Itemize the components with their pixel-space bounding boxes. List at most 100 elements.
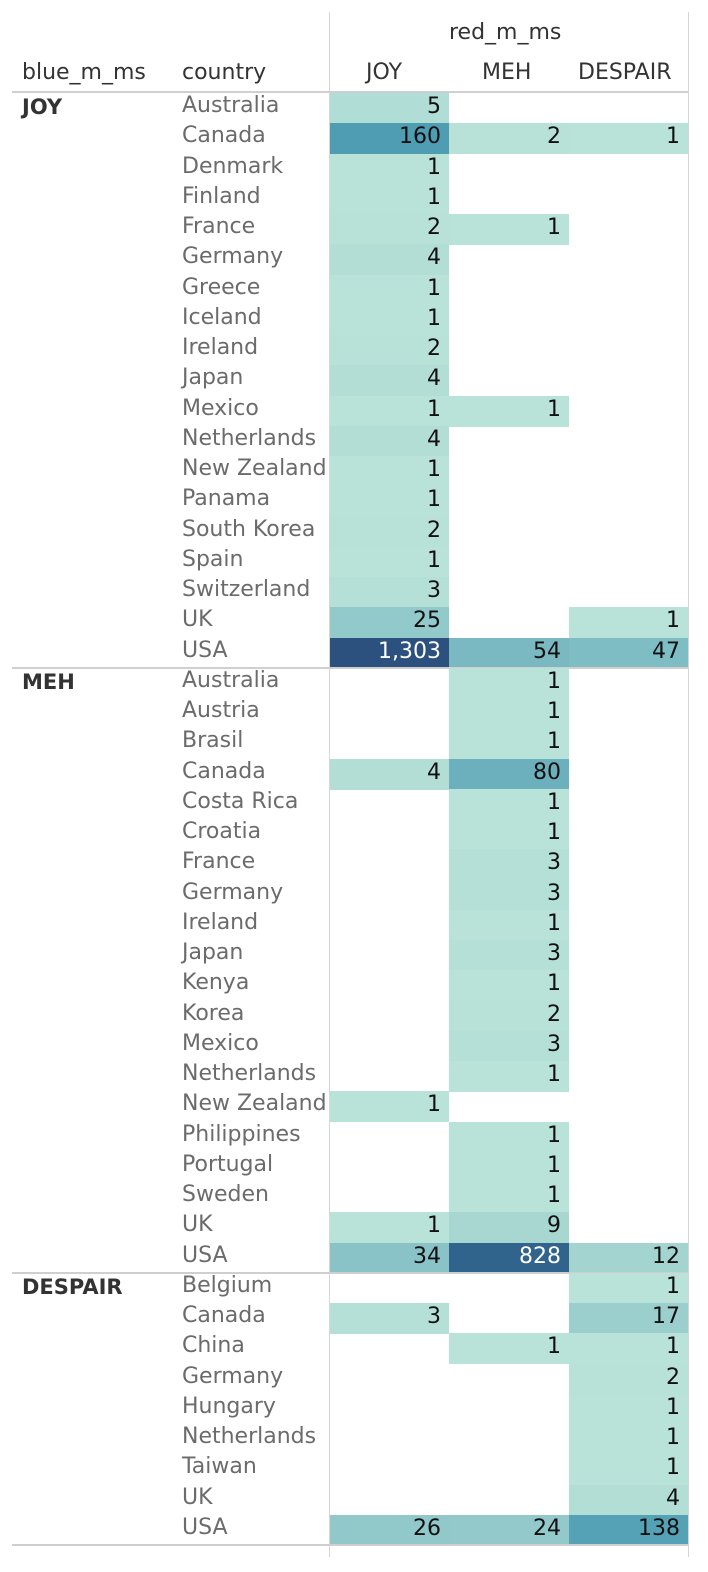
cell-value: 1: [547, 1122, 561, 1148]
cell-value: 1: [666, 1334, 680, 1360]
country-label: France: [182, 214, 256, 239]
cell-value: 3: [547, 941, 561, 966]
cell-value: 1: [427, 1213, 441, 1239]
cell-value: 1: [547, 1183, 561, 1208]
country-label: Portugal: [182, 1151, 274, 1177]
table-cell: [330, 637, 449, 669]
cell-value: 9: [547, 1213, 561, 1239]
group-label-joy: JOY: [22, 95, 63, 119]
column-dimension-title: red_m_ms: [449, 20, 562, 45]
table-cell: [330, 395, 449, 427]
country-label: USA: [182, 1242, 228, 1268]
cell-value: 12: [652, 1243, 680, 1269]
table-cell: [449, 819, 569, 850]
cell-value: 3: [547, 850, 561, 876]
cell-value: 1: [427, 457, 441, 482]
cell-value: 1: [547, 971, 561, 997]
table-cell: [449, 1151, 569, 1183]
group-label-despair: DESPAIR: [22, 1274, 123, 1299]
table-cell: [569, 1333, 688, 1365]
table-cell: [330, 153, 449, 185]
table-cell: [449, 1212, 569, 1244]
table-cell: [330, 516, 449, 548]
table-cell: [330, 335, 449, 366]
country-label: Mexico: [182, 395, 259, 421]
table-cell: [330, 1242, 449, 1274]
cell-value: 828: [519, 1243, 561, 1269]
table-cell: [330, 546, 449, 578]
country-label: Spain: [182, 546, 244, 572]
country-label: Australia: [182, 667, 280, 693]
group-separator: [12, 1271, 688, 1274]
country-label: Costa Rica: [182, 788, 299, 814]
table-cell: [449, 667, 569, 699]
country-label: Ireland: [182, 335, 259, 360]
table-cell: [569, 1242, 688, 1274]
cell-value: 4: [427, 366, 441, 392]
table-cell: [569, 1393, 688, 1425]
cell-value: 47: [652, 638, 680, 664]
cell-value: 25: [413, 608, 441, 634]
table-cell: [569, 1363, 688, 1395]
table-cell: [330, 607, 449, 639]
country-label: Netherlands: [182, 1061, 317, 1086]
cell-value: 26: [413, 1515, 441, 1541]
table-cell: [569, 123, 688, 155]
cell-value: 3: [427, 1304, 441, 1329]
group-separator: [12, 1544, 688, 1546]
country-label: China: [182, 1333, 245, 1359]
country-label: Panama: [182, 486, 271, 512]
table-cell: [330, 365, 449, 397]
country-label: Korea: [182, 1000, 245, 1026]
cell-value: 1: [547, 910, 561, 936]
table-cell: [449, 1030, 569, 1062]
table-cell: [569, 637, 688, 669]
table-cell: [569, 1484, 688, 1516]
cell-value: 4: [427, 759, 441, 785]
table-cell: [449, 214, 569, 245]
table-cell: [330, 456, 449, 487]
cell-value: 1: [547, 1062, 561, 1087]
country-label: South Korea: [182, 516, 316, 542]
country-label: Ireland: [182, 909, 259, 935]
table-cell: [330, 486, 449, 518]
country-label: Germany: [182, 879, 284, 905]
country-label: New Zealand: [182, 1091, 327, 1117]
country-label: Australia: [182, 93, 280, 118]
country-label: Taiwan: [182, 1454, 257, 1480]
cell-value: 1: [547, 668, 561, 694]
table-cell: [569, 1514, 688, 1546]
table-cell: [449, 940, 569, 971]
table-cell: [449, 1121, 569, 1153]
cell-value: 160: [399, 124, 441, 150]
country-label: Philippines: [182, 1121, 301, 1147]
cell-value: 1: [666, 1455, 680, 1481]
table-cell: [449, 758, 569, 790]
table-cell: [449, 1514, 569, 1546]
country-label: Japan: [182, 365, 244, 391]
country-label: UK: [182, 1212, 213, 1238]
header-divider-left: [329, 12, 330, 1557]
row-header-blue-m-ms: blue_m_ms: [22, 60, 146, 85]
country-label: UK: [182, 1484, 213, 1510]
table-cell: [449, 123, 569, 155]
cell-value: 24: [533, 1515, 561, 1541]
cell-value: 1,303: [378, 638, 441, 664]
cell-value: 1: [666, 1425, 680, 1450]
cell-value: 3: [427, 578, 441, 603]
cell-value: 4: [427, 426, 441, 452]
cell-value: 5: [427, 94, 441, 119]
table-cell: [569, 1424, 688, 1455]
table-cell: [569, 1272, 688, 1304]
country-label: Sweden: [182, 1182, 269, 1207]
table-cell: [330, 244, 449, 276]
cell-value: 2: [427, 336, 441, 361]
table-cell: [330, 758, 449, 790]
cell-value: 1: [666, 1394, 680, 1420]
country-label: Belgium: [182, 1272, 273, 1298]
country-label: Croatia: [182, 819, 262, 844]
group-label-meh: MEH: [22, 669, 75, 694]
cell-value: 80: [533, 759, 561, 785]
table-cell: [449, 909, 569, 941]
